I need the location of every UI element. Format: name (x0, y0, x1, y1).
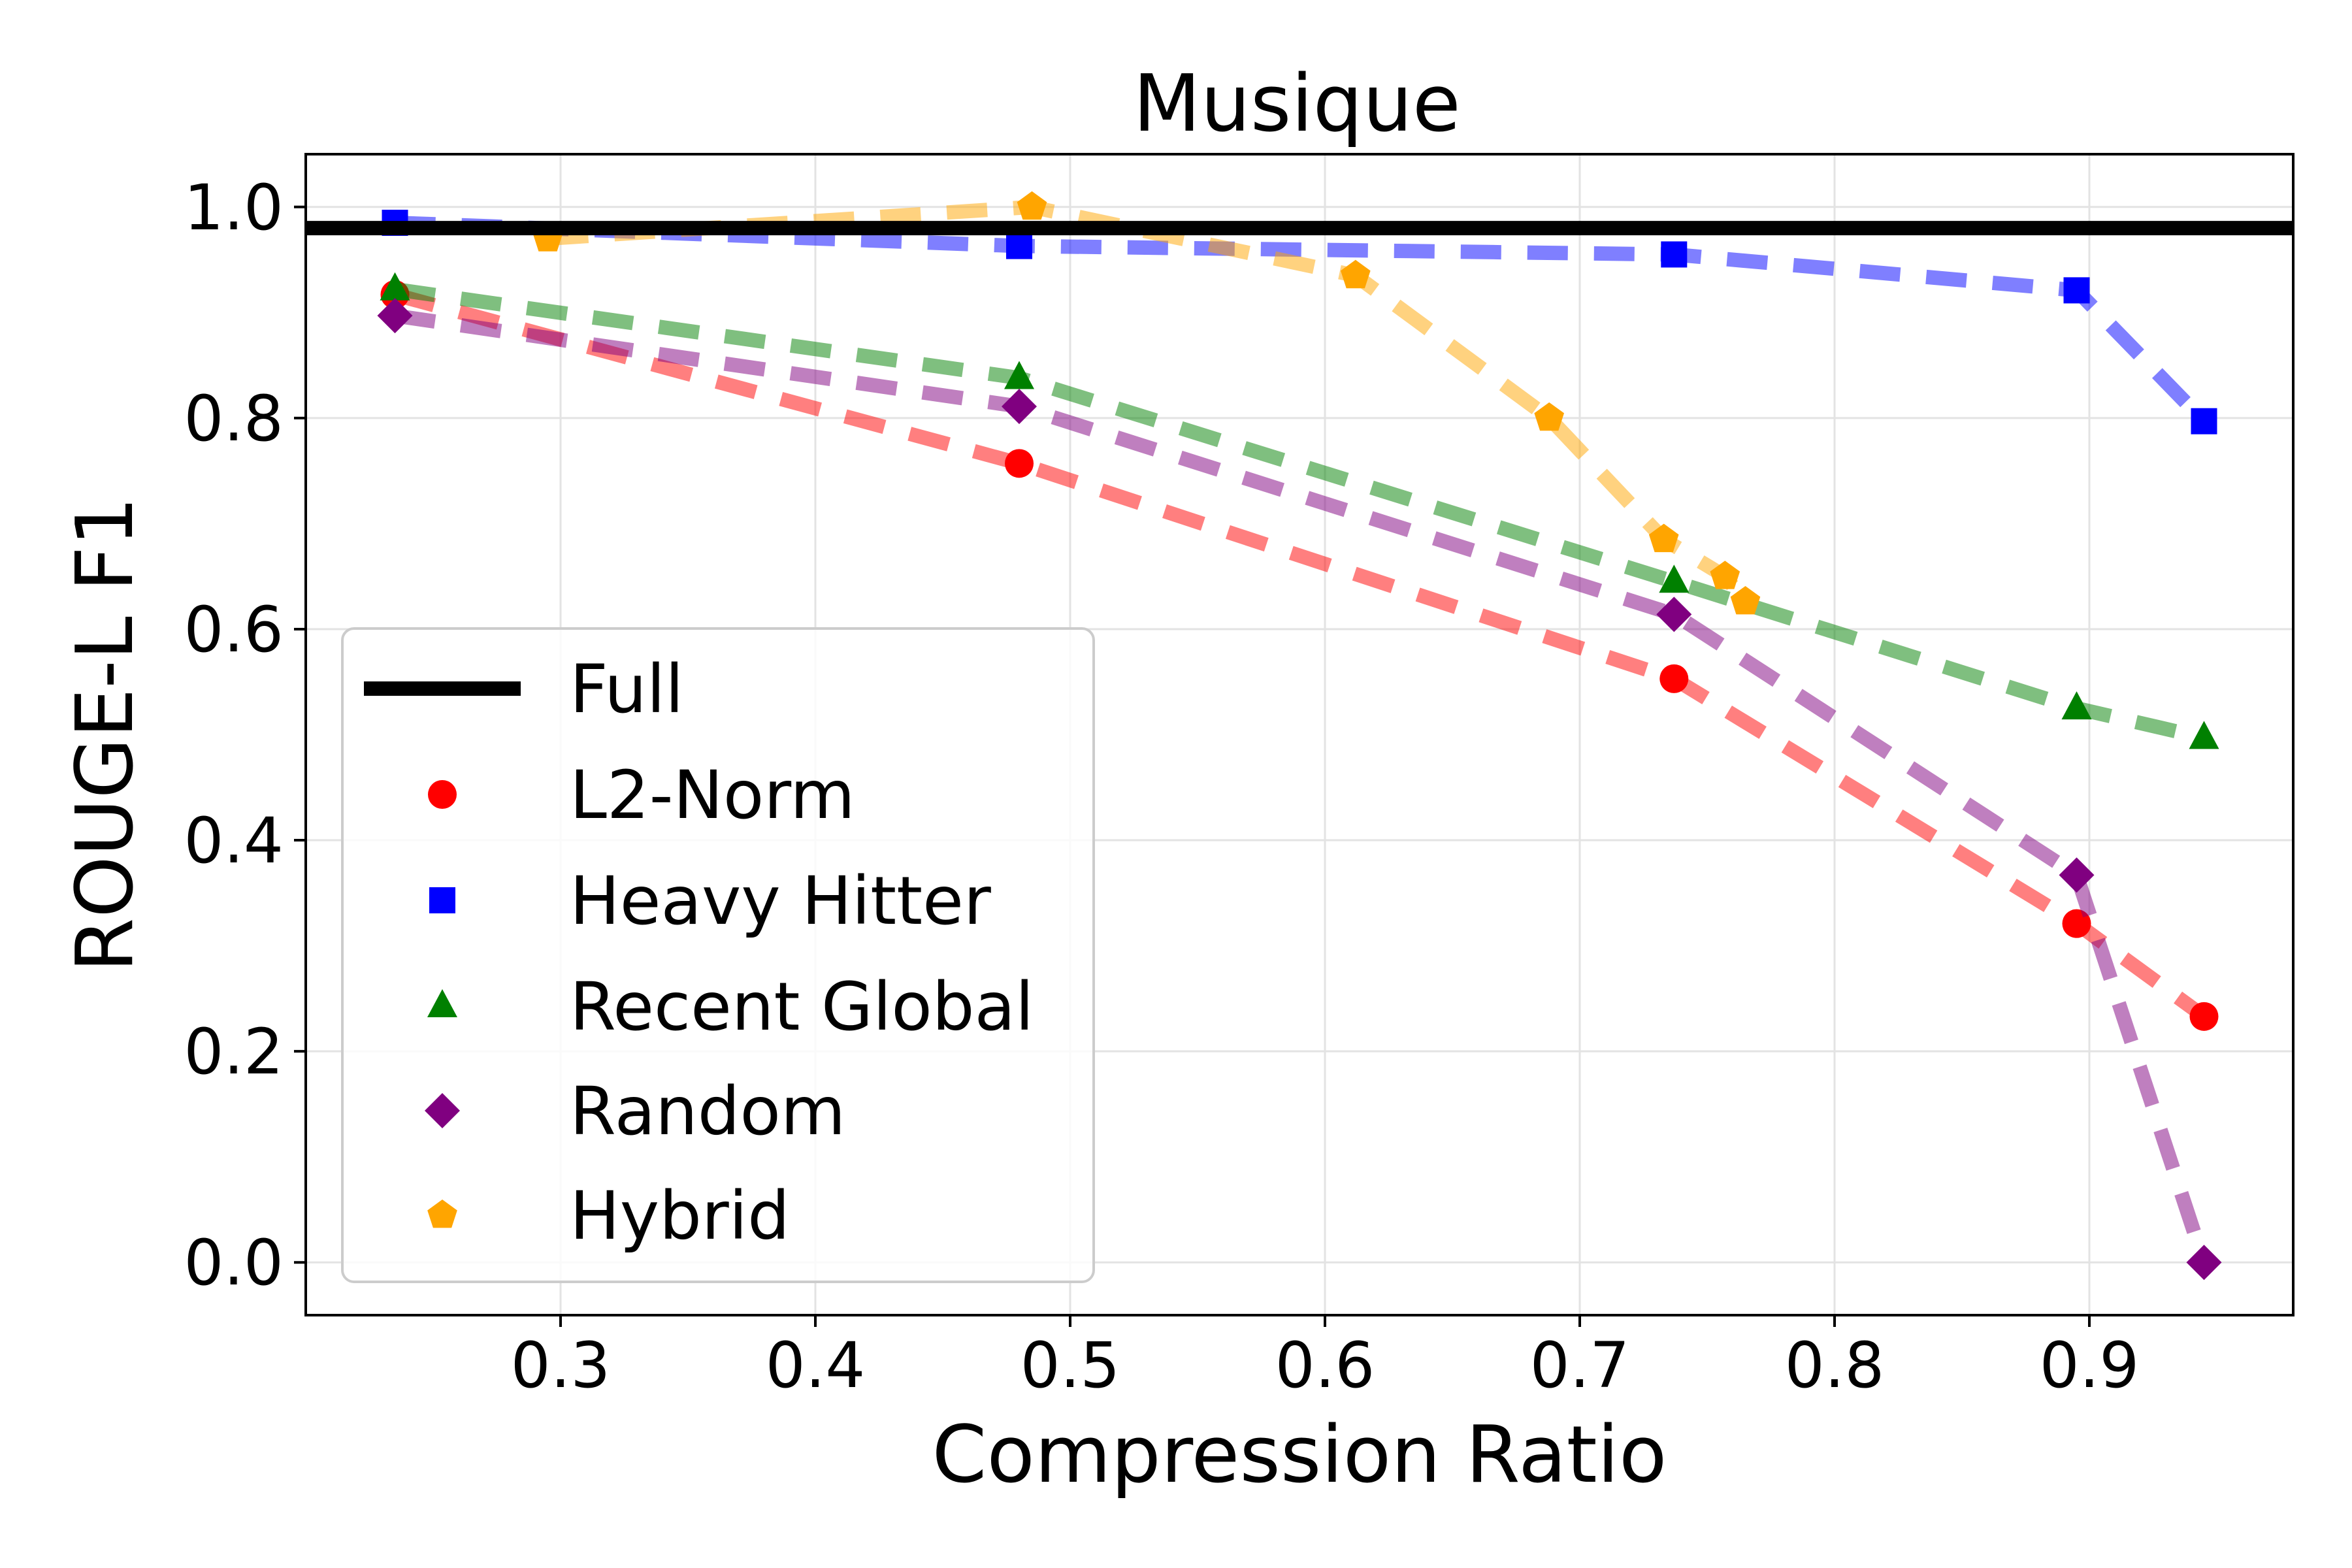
plot-frame (304, 153, 2295, 1316)
x-axis-title: Compression Ratio (932, 1410, 1667, 1501)
legend-label-random: Random (570, 1073, 845, 1151)
legend-key-l2-norm (428, 780, 457, 809)
legend-key-hybrid (427, 1200, 457, 1228)
data-point-random (2186, 1245, 2222, 1281)
data-point-recent-global (1659, 564, 1690, 593)
axis-ticks: 0.3 0.4 0.5 0.6 0.7 0.8 0.9 0.0 0.2 0.4 0.6 0.8 1.0 (184, 171, 2139, 1402)
data-point-recent-global (380, 272, 410, 301)
x-tick-label: 0.9 (2040, 1329, 2140, 1402)
series-hybrid (532, 191, 1761, 615)
x-tick-label: 0.8 (1785, 1329, 1885, 1402)
data-point-random (377, 298, 413, 334)
data-point-recent-global (2061, 691, 2092, 720)
data-point-l2-norm (1005, 449, 1034, 478)
series-line-recent-global (393, 282, 2206, 745)
data-point-hybrid (1730, 586, 1761, 615)
data-point-hybrid (1648, 523, 1679, 553)
series-line-random (393, 308, 2211, 1265)
legend-label-l2-norm: L2-Norm (570, 757, 855, 834)
legend: Full L2-Norm Heavy Hitter Recent Global Rand… (341, 627, 1095, 1283)
legend-label-recent-global: Recent Global (570, 968, 1034, 1046)
data-point-hybrid (1710, 561, 1740, 589)
y-tick-label: 0.2 (184, 1015, 284, 1088)
legend-label-heavy-hitter: Heavy Hitter (570, 862, 991, 940)
y-tick-label: 0.6 (184, 593, 284, 666)
legend-label-full: Full (570, 651, 683, 728)
series-recent-global (380, 272, 2219, 749)
chart-title: Musique (1133, 59, 1461, 150)
y-tick-label: 0.4 (184, 804, 284, 877)
y-axis-title: ROUGE-L F1 (60, 497, 151, 972)
plot-area (306, 191, 2293, 1281)
x-tick-label: 0.7 (1530, 1329, 1630, 1402)
data-point-recent-global (1004, 361, 1034, 389)
legend-key-heavy-hitter (429, 887, 455, 913)
data-point-random (1656, 596, 1692, 632)
data-point-hybrid (1534, 402, 1564, 431)
data-point-hybrid (1017, 191, 1047, 220)
y-tick-label: 0.8 (184, 382, 284, 455)
legend-box (341, 627, 1095, 1283)
data-point-heavy-hitter (1006, 233, 1032, 259)
data-point-l2-norm (1659, 664, 1689, 693)
data-point-recent-global (2189, 721, 2219, 749)
x-tick-label: 0.6 (1275, 1329, 1375, 1402)
data-point-heavy-hitter (2063, 277, 2090, 304)
data-point-random (2059, 857, 2095, 893)
data-point-heavy-hitter (2191, 408, 2217, 434)
data-point-random (1002, 389, 1037, 425)
series-random (377, 298, 2222, 1281)
x-tick-label: 0.4 (766, 1329, 866, 1402)
data-point-hybrid (1341, 259, 1371, 289)
y-tick-label: 1.0 (184, 171, 284, 244)
x-tick-label: 0.3 (511, 1329, 611, 1402)
y-tick-label: 0.0 (184, 1226, 284, 1299)
data-point-heavy-hitter (1661, 241, 1688, 268)
legend-key-recent-global (427, 989, 457, 1017)
data-point-l2-norm (2189, 1002, 2219, 1031)
x-tick-label: 0.5 (1021, 1329, 1120, 1402)
legend-key-random (425, 1093, 460, 1128)
legend-label-hybrid: Hybrid (570, 1177, 790, 1255)
